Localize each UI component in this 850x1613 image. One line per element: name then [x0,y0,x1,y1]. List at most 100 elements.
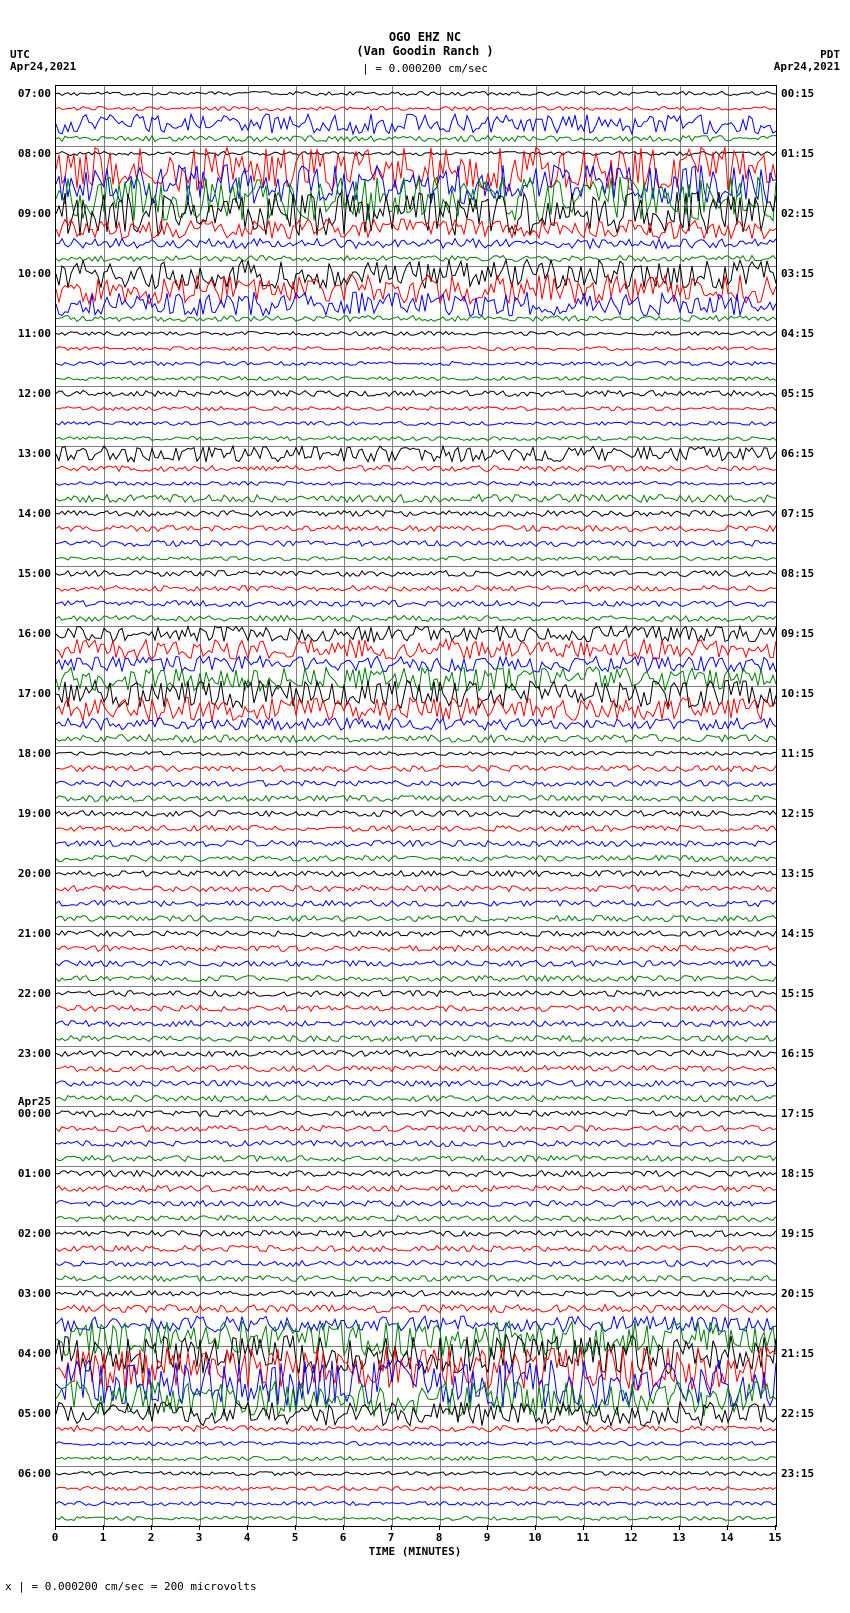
seismic-trace [56,1091,776,1106]
title-line1: OGO EHZ NC [0,30,850,44]
x-tick-label: 9 [472,1531,502,1544]
seismic-trace [56,1436,776,1451]
seismic-trace [56,881,776,896]
x-tick-label: 15 [760,1531,790,1544]
seismic-trace [56,326,776,341]
seismic-trace [56,761,776,776]
x-tick-mark [247,1525,248,1530]
seismic-trace [56,401,776,416]
seismic-trace [56,1001,776,1016]
x-tick-mark [199,1525,200,1530]
left-hour-label: 06:00 [3,1467,51,1480]
right-hour-label: 12:15 [781,807,829,820]
left-hour-label: 15:00 [3,567,51,580]
left-hour-label: 03:00 [3,1287,51,1300]
right-hour-label: 15:15 [781,987,829,1000]
x-tick-label: 2 [136,1531,166,1544]
x-tick-mark [295,1525,296,1530]
x-tick-label: 0 [40,1531,70,1544]
seismic-trace [56,1166,776,1181]
seismic-trace [56,1031,776,1046]
right-hour-label: 00:15 [781,87,829,100]
footer-scale-text: x | = 0.000200 cm/sec = 200 microvolts [5,1580,257,1593]
seismic-trace [56,1211,776,1226]
left-hour-label: 19:00 [3,807,51,820]
right-hour-label: 03:15 [781,267,829,280]
x-tick-label: 11 [568,1531,598,1544]
seismic-trace [56,1136,776,1151]
left-hour-label: 17:00 [3,687,51,700]
seismic-trace [56,1076,776,1091]
seismic-trace [56,536,776,551]
seismic-trace [56,716,776,732]
left-hour-label: 12:00 [3,387,51,400]
x-tick-label: 4 [232,1531,262,1544]
plot-title: OGO EHZ NC (Van Goodin Ranch ) [0,30,850,58]
seismic-trace [56,926,776,941]
right-hour-label: 18:15 [781,1167,829,1180]
left-hour-label: 01:00 [3,1167,51,1180]
title-line2: (Van Goodin Ranch ) [0,44,850,58]
seismic-trace [56,1151,776,1166]
seismic-trace [56,1271,776,1286]
seismic-trace [56,1451,776,1466]
seismic-trace [56,86,776,101]
left-hour-label: 07:00 [3,87,51,100]
right-hour-label: 04:15 [781,327,829,340]
x-tick-mark [343,1525,344,1530]
left-hour-label: 21:00 [3,927,51,940]
x-tick-mark [151,1525,152,1530]
seismic-trace [56,1196,776,1211]
seismic-trace [56,1256,776,1271]
x-tick-mark [631,1525,632,1530]
right-hour-label: 22:15 [781,1407,829,1420]
seismic-trace [56,566,776,581]
seismic-trace [56,1286,776,1301]
x-tick-label: 5 [280,1531,310,1544]
seismic-trace [56,1061,776,1076]
seismic-trace [56,836,776,851]
seismogram-plot [55,85,777,1527]
seismic-trace [56,731,776,746]
right-hour-label: 06:15 [781,447,829,460]
right-hour-label: 01:15 [781,147,829,160]
x-tick-mark [535,1525,536,1530]
x-tick-mark [487,1525,488,1530]
x-tick-mark [55,1525,56,1530]
right-hour-label: 16:15 [781,1047,829,1060]
scale-text: | = 0.000200 cm/sec [0,62,850,75]
seismic-trace [56,581,776,596]
left-hour-label: 20:00 [3,867,51,880]
x-tick-label: 7 [376,1531,406,1544]
x-tick-mark [583,1525,584,1530]
x-axis-label: TIME (MINUTES) [55,1545,775,1558]
left-hour-label: 08:00 [3,147,51,160]
seismic-trace [56,1226,776,1241]
left-hour-label: 02:00 [3,1227,51,1240]
x-tick-mark [727,1525,728,1530]
right-hour-label: 02:15 [781,207,829,220]
right-hour-label: 07:15 [781,507,829,520]
seismic-trace [56,776,776,791]
left-hour-label: 04:00 [3,1347,51,1360]
x-tick-label: 8 [424,1531,454,1544]
right-hour-label: 13:15 [781,867,829,880]
left-hour-label: 14:00 [3,507,51,520]
left-hour-label: 13:00 [3,447,51,460]
right-hour-label: 21:15 [781,1347,829,1360]
right-hour-label: 08:15 [781,567,829,580]
seismic-trace [56,971,776,986]
left-hour-label: 00:00 [3,1107,51,1120]
seismic-trace [56,896,776,911]
seismic-trace [56,506,776,521]
x-tick-mark [439,1525,440,1530]
seismic-trace [56,866,776,881]
x-tick-label: 12 [616,1531,646,1544]
seismic-trace [56,941,776,956]
seismic-trace [56,1106,776,1121]
right-hour-label: 20:15 [781,1287,829,1300]
seismogram-page: OGO EHZ NC (Van Goodin Ranch ) | = 0.000… [0,0,850,1613]
seismic-trace [56,491,776,506]
x-tick-label: 6 [328,1531,358,1544]
right-hour-label: 05:15 [781,387,829,400]
